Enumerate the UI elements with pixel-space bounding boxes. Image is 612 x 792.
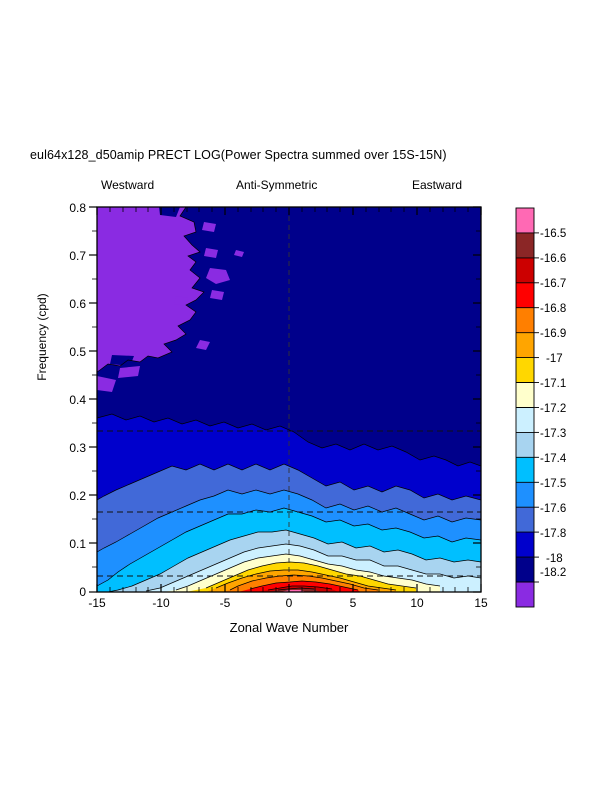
purple-notch-1 xyxy=(159,207,180,217)
colorbar-label--18: -18 xyxy=(546,553,563,565)
colorbar-label--16.7: -16.7 xyxy=(540,278,567,290)
y-tick-0.3: 0.3 xyxy=(69,441,86,455)
x-tick-15: 15 xyxy=(474,596,488,610)
x-tick-0: 0 xyxy=(285,596,293,610)
y-axis-ticks xyxy=(89,206,481,593)
colorbar-ticks xyxy=(534,232,539,583)
colorbar-swatch-13 xyxy=(516,532,534,558)
x-tick--15: -15 xyxy=(88,596,106,610)
colorbar-swatch-15 xyxy=(516,582,534,607)
colorbar-label--17.6: -17.6 xyxy=(540,503,567,515)
header-anti-symmetric: Anti-Symmetric xyxy=(236,178,318,192)
contour-lines xyxy=(97,207,481,592)
y-tick-0.8: 0.8 xyxy=(69,201,86,215)
colorbar-swatch-9 xyxy=(516,432,534,458)
colorbar-swatch-2 xyxy=(516,257,534,283)
purple-island-4 xyxy=(204,248,218,258)
colorbar-swatch-7 xyxy=(516,382,534,408)
x-tick--10: -10 xyxy=(152,596,170,610)
colorbar-swatch-10 xyxy=(516,457,534,483)
purple-island-1 xyxy=(202,222,216,232)
colorbar-label--17.4: -17.4 xyxy=(540,453,567,465)
colorbar-swatch-3 xyxy=(516,282,534,308)
purple-island-6 xyxy=(196,340,210,350)
colorbar-swatch-14 xyxy=(516,557,534,583)
header-westward: Westward xyxy=(101,178,155,192)
y-tick-0.4: 0.4 xyxy=(69,393,86,407)
colorbar-swatch-11 xyxy=(516,482,534,508)
purple-island-5 xyxy=(174,296,188,306)
contour-bands xyxy=(97,207,481,592)
colorbar xyxy=(515,207,539,608)
colorbar-swatch-0 xyxy=(516,208,534,233)
colorbar-swatch-6 xyxy=(516,357,534,383)
colorbar-label--17.1: -17.1 xyxy=(540,378,567,390)
x-axis-ticks xyxy=(96,207,482,592)
colorbar-label--17.3: -17.3 xyxy=(540,428,567,440)
colorbar-label--17.5: -17.5 xyxy=(540,478,567,490)
x-axis-label: Zonal Wave Number xyxy=(229,620,349,635)
y-tick-0.2: 0.2 xyxy=(69,489,86,503)
x-tick-5: 5 xyxy=(349,596,357,610)
purple-notch-2 xyxy=(110,355,134,366)
y-tick-0.6: 0.6 xyxy=(69,297,86,311)
y-tick-0.5: 0.5 xyxy=(69,345,86,359)
colorbar-label--17.2: -17.2 xyxy=(540,403,567,415)
colorbar-swatch-12 xyxy=(516,507,534,533)
y-axis-minor-ticks xyxy=(92,230,481,568)
colorbar-label--16.6: -16.6 xyxy=(540,253,567,265)
colorbar-label--18.2: -18.2 xyxy=(540,567,567,579)
colorbar-label--16.8: -16.8 xyxy=(540,303,567,315)
colorbar-swatch-4 xyxy=(516,307,534,333)
purple-island-2 xyxy=(206,268,230,284)
purple-island-3 xyxy=(210,290,224,300)
colorbar-label--16.5: -16.5 xyxy=(540,228,567,240)
colorbar-swatch-8 xyxy=(516,407,534,433)
colorbar-swatch-5 xyxy=(516,332,534,358)
purple-island-9 xyxy=(97,376,116,392)
colorbar-label--17: -17 xyxy=(546,353,563,365)
x-axis-minor-ticks xyxy=(109,207,469,592)
y-tick-0.7: 0.7 xyxy=(69,249,86,263)
x-tick--5: -5 xyxy=(219,596,231,610)
y-tick-0.1: 0.1 xyxy=(69,537,86,551)
header-eastward: Eastward xyxy=(412,178,463,192)
x-tick-10: 10 xyxy=(410,596,424,610)
purple-island-7 xyxy=(234,250,244,257)
band-below--18.2 xyxy=(97,207,204,372)
page-title: eul64x128_d50amip PRECT LOG(Power Spectr… xyxy=(30,148,447,162)
colorbar-label--17.8: -17.8 xyxy=(540,528,567,540)
colorbar-label--16.9: -16.9 xyxy=(540,328,567,340)
y-tick-0: 0 xyxy=(79,585,86,599)
colorbar-swatch-1 xyxy=(516,232,534,258)
purple-island-8 xyxy=(118,366,140,378)
